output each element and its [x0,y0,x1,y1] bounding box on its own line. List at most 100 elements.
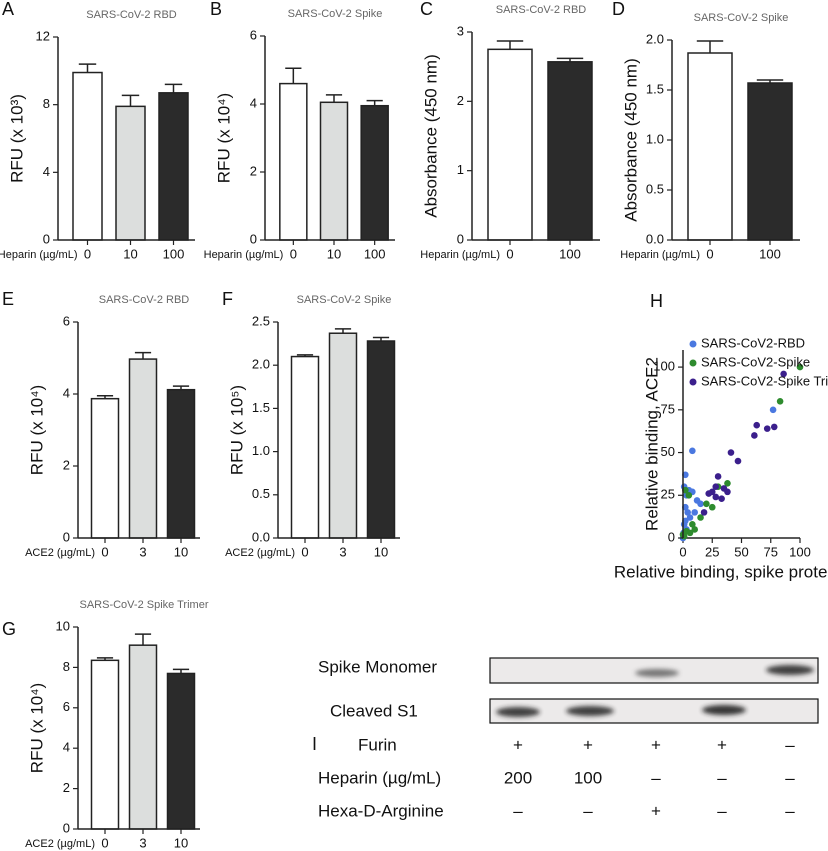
bar [319,101,349,241]
x-axis-label: ACE2 (µg/mL) [225,547,295,559]
bar [328,332,358,539]
point [700,509,708,516]
point [712,493,720,501]
chart-title: SARS-CoV-2 RBD [496,4,587,16]
bar [547,61,593,241]
y-axis-label: RFU (x 10⁴) [27,683,46,773]
cell: – [717,801,727,820]
y-tick-label: 2.0 [252,357,270,372]
x-tick-label: 3 [339,544,346,559]
point [714,473,722,480]
bar [687,52,733,241]
point [703,500,710,508]
bar [166,672,196,830]
band [566,706,614,716]
y-axis-label: RFU (x 10⁴) [27,385,46,475]
panel-letter: E [2,289,14,309]
chart-title: SARS-CoV-2 RBD [86,9,177,21]
x-tick-label: 10 [123,246,137,261]
cell: – [785,735,795,754]
bar [90,659,120,830]
cell: 200 [504,768,532,787]
y-tick-label: 0 [668,529,675,544]
y-tick-label: 2 [63,780,70,795]
row-label: Hexa-D-Arginine [318,801,444,820]
chart-title: SARS-CoV-2 Spike [288,8,383,20]
x-axis-label: Heparin (µg/mL) [204,249,284,261]
bar [360,104,389,241]
y-tick-label: 1.5 [646,81,664,96]
point [718,495,725,502]
bar [128,644,158,830]
y-tick-label: 1 [457,162,464,177]
x-axis-label: ACE2 (µg/mL) [25,838,95,850]
panel-letter: D [612,0,625,19]
bar [115,105,146,241]
panel-letter: I [312,734,317,754]
x-tick-label: 10 [374,544,388,559]
y-tick-label: 6 [63,313,70,328]
y-tick-label: 1.0 [252,443,270,458]
x-tick-label: 0 [679,544,686,559]
panel-letter: C [420,0,433,19]
panel-letter: F [222,289,233,309]
y-tick-label: 2.0 [646,31,664,46]
cell: + [583,735,593,754]
panel-letter: A [2,0,14,19]
point [684,509,691,516]
x-tick-label: 100 [364,246,386,261]
cell: – [513,801,523,820]
band [702,705,746,715]
bar [166,388,196,539]
x-tick-label: 0 [301,544,308,559]
cell: – [785,801,795,820]
point [691,526,698,533]
bar [366,340,396,539]
point [689,447,696,455]
point [727,449,735,456]
x-tick-label: 3 [139,544,146,559]
point [686,514,694,521]
band-label: Spike Monomer [318,657,437,676]
point [770,423,778,431]
x-axis-label: ACE2 (µg/mL) [25,547,95,559]
x-tick-label: 75 [764,544,778,559]
cell: + [651,735,661,754]
point [751,432,758,439]
row-label: Furin [358,735,397,754]
x-tick-label: 100 [789,544,811,559]
point [780,370,787,378]
band-label: Cleaved S1 [330,701,418,720]
y-tick-label: 2 [63,457,70,472]
y-tick-label: 2 [457,93,464,108]
point [724,480,731,487]
y-tick-label: 0 [63,529,70,544]
y-tick-label: 2 [250,163,257,178]
panel-letter: H [650,291,663,311]
y-tick-label: 0 [250,231,257,246]
y-tick-label: 0 [457,231,464,246]
x-tick-label: 0 [101,835,108,850]
point [697,500,704,508]
y-tick-label: 50 [661,444,675,459]
bar [747,82,793,241]
point [763,425,771,432]
x-axis-label: Heparin (µg/mL) [620,249,700,261]
y-axis-label: Relative binding, ACE2 [642,357,661,531]
x-axis-label: Heparin (µg/mL) [420,249,500,261]
y-tick-label: 2.5 [252,313,270,328]
y-tick-label: 4 [250,95,257,110]
y-tick-label: 0.5 [646,181,664,196]
y-tick-label: 0.0 [252,529,270,544]
legend-swatch [689,359,697,367]
point [708,503,716,511]
x-tick-label: 100 [163,246,185,261]
y-tick-label: 1.0 [646,131,664,146]
y-axis-label: RFU (x 10⁵) [227,385,246,475]
bar [72,71,103,241]
y-axis-label: Absorbance (450 nm) [621,58,640,221]
x-tick-label: 0 [101,544,108,559]
y-tick-label: 4 [43,164,50,179]
band [496,707,540,717]
